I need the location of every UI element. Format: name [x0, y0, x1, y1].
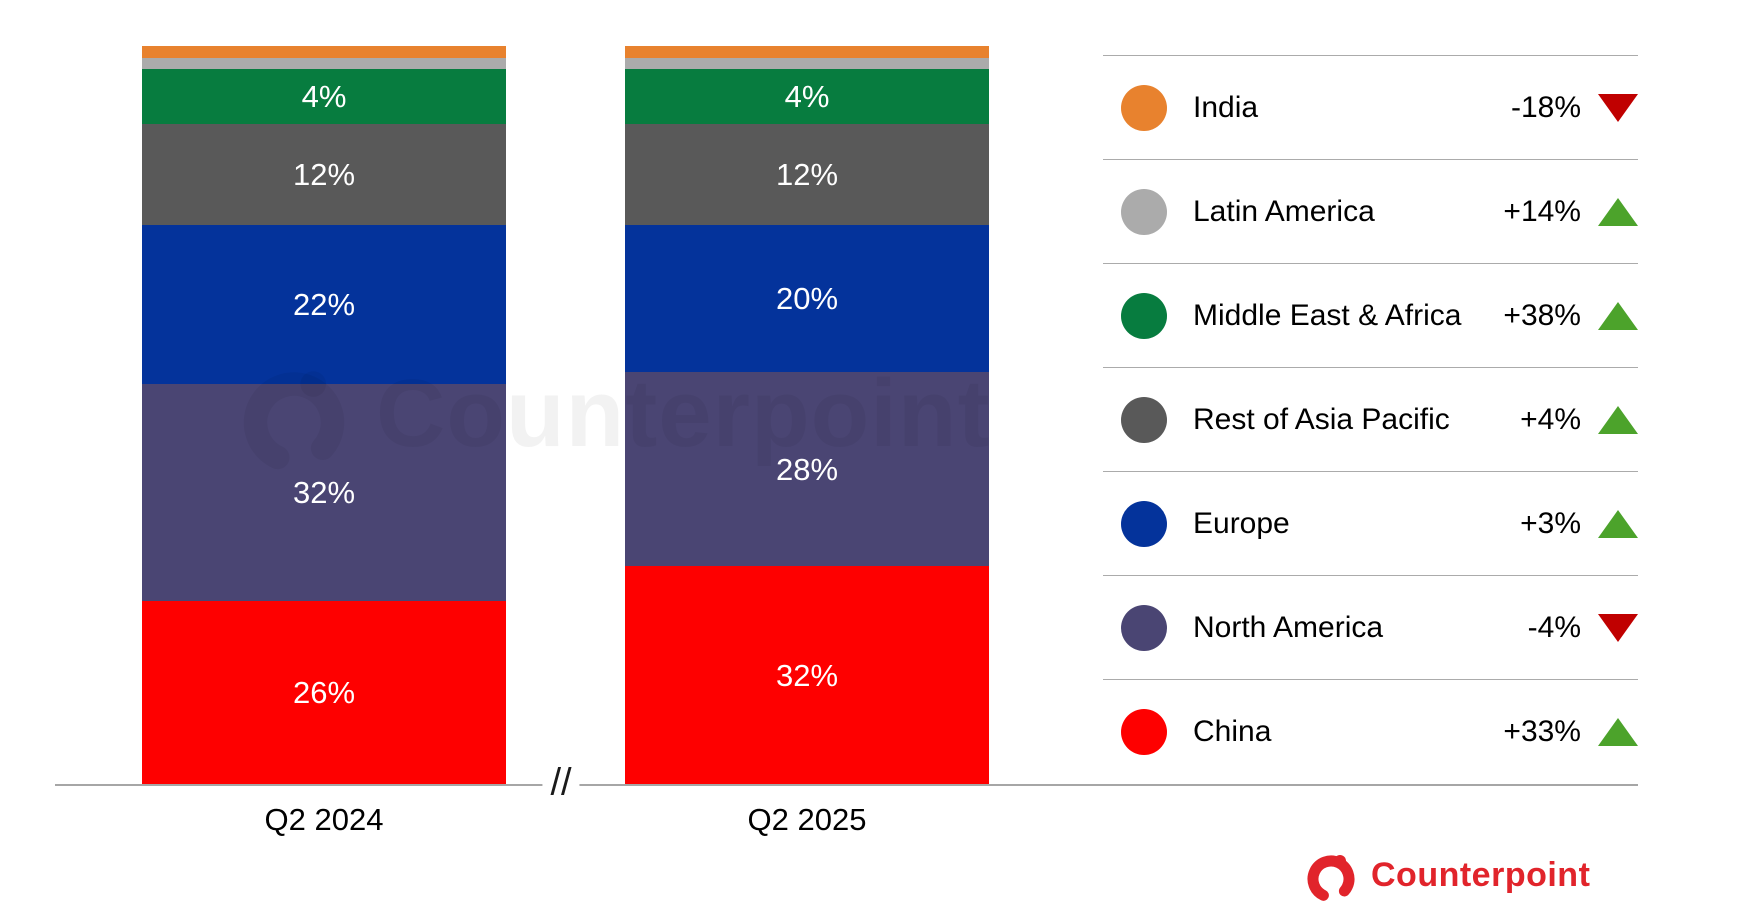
up-arrow-icon	[1598, 197, 1638, 226]
legend-color-dot-middle-east-africa	[1121, 292, 1167, 339]
segment-value-label: 22%	[292, 286, 356, 322]
legend-label: Middle East & Africa	[1193, 298, 1462, 332]
down-arrow-icon	[1598, 93, 1638, 122]
segment-value-label: 12%	[292, 156, 356, 192]
segment-latin-america	[625, 57, 989, 70]
x-tick-q2-2025: Q2 2025	[747, 802, 867, 837]
legend-row-china: China +33%	[1103, 679, 1638, 783]
counterpoint-logo: Counterpoint	[1305, 846, 1590, 904]
segment-north-america: 32%	[142, 383, 506, 602]
legend-label: Europe	[1193, 506, 1290, 540]
legend-change-value: +14%	[1503, 194, 1581, 228]
x-tick-q2-2024: Q2 2024	[264, 802, 384, 837]
legend-change-value: +3%	[1520, 506, 1581, 540]
down-arrow-icon	[1598, 613, 1638, 642]
legend-color-dot-europe	[1121, 500, 1167, 547]
up-arrow-icon	[1598, 405, 1638, 434]
legend-color-dot-india	[1121, 84, 1167, 131]
segment-china: 32%	[625, 566, 989, 784]
segment-value-label: 20%	[775, 280, 839, 316]
segment-europe: 22%	[142, 224, 506, 384]
legend-label: China	[1193, 714, 1272, 748]
bars: 4% 12% 22% 32% 26% 4% 12% 20% 28% 32%	[142, 46, 989, 784]
bar-q2-2024: 4% 12% 22% 32% 26%	[142, 46, 506, 784]
axis-break-mark: //	[542, 763, 580, 802]
legend-row-india: India -18%	[1103, 55, 1638, 159]
segment-value-label: 28%	[775, 451, 839, 487]
legend-label: Rest of Asia Pacific	[1193, 402, 1450, 436]
legend-row-north-america: North America -4%	[1103, 575, 1638, 679]
legend-row-middle-east-africa: Middle East & Africa +38%	[1103, 263, 1638, 367]
segment-north-america: 28%	[625, 372, 989, 567]
legend-color-dot-north-america	[1121, 604, 1167, 651]
segment-value-label: 32%	[775, 657, 839, 693]
segment-china: 26%	[142, 601, 506, 784]
legend-color-dot-latin-america	[1121, 188, 1167, 235]
legend-label: Latin America	[1193, 194, 1375, 228]
segment-latin-america	[142, 57, 506, 70]
legend-label: North America	[1193, 610, 1384, 644]
segment-europe: 20%	[625, 224, 989, 373]
segment-middle-east-africa: 4%	[142, 69, 506, 124]
up-arrow-icon	[1598, 717, 1638, 746]
legend-row-europe: Europe +3%	[1103, 471, 1638, 575]
up-arrow-icon	[1598, 509, 1638, 538]
legend-row-latin-america: Latin America +14%	[1103, 159, 1638, 263]
legend-change-value: +33%	[1503, 714, 1581, 748]
segment-india	[625, 46, 989, 58]
segment-india	[142, 46, 506, 58]
segment-middle-east-africa: 4%	[625, 69, 989, 124]
counterpoint-logo-icon	[1307, 855, 1355, 903]
legend-change-value: +4%	[1520, 402, 1581, 436]
segment-value-label: 26%	[292, 675, 356, 711]
legend-color-dot-china	[1121, 708, 1167, 755]
segment-rest-of-asia-pacific: 12%	[625, 123, 989, 225]
segment-value-label: 4%	[301, 78, 347, 114]
bar-q2-2025: 4% 12% 20% 28% 32%	[625, 46, 989, 784]
legend-label: India	[1193, 90, 1259, 124]
counterpoint-logo-text: Counterpoint	[1371, 855, 1591, 894]
legend-color-dot-rest-of-asia-pacific	[1121, 396, 1167, 443]
segment-value-label: 12%	[775, 156, 839, 192]
up-arrow-icon	[1598, 301, 1638, 330]
x-axis-line	[55, 784, 1638, 786]
legend-change-value: -18%	[1510, 90, 1581, 124]
legend: India -18% Latin America +14% Middle East & …	[1103, 55, 1638, 783]
legend-row-rest-of-asia-pacific: Rest of Asia Pacific +4%	[1103, 367, 1638, 471]
legend-change-value: -4%	[1527, 610, 1581, 644]
legend-change-value: +38%	[1503, 298, 1581, 332]
segment-value-label: 32%	[292, 475, 356, 511]
segment-value-label: 4%	[784, 78, 830, 114]
segment-rest-of-asia-pacific: 12%	[142, 123, 506, 225]
